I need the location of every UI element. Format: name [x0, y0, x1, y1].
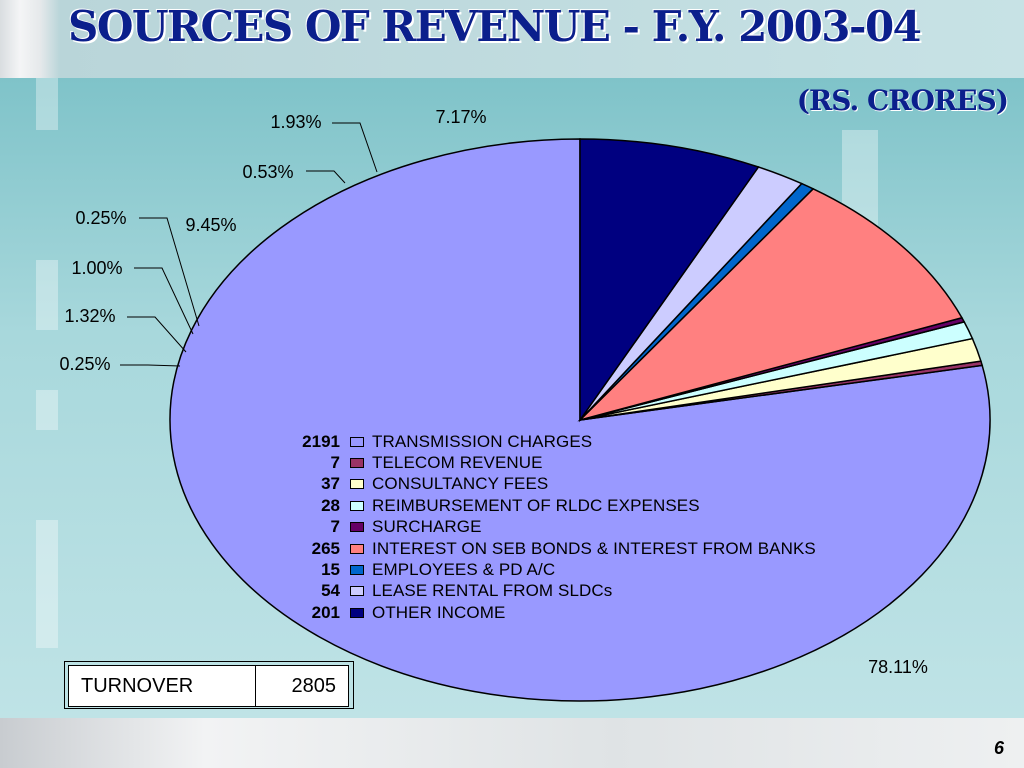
legend-swatch: [350, 500, 364, 511]
legend-row: 7 TELECOM REVENUE: [282, 452, 1002, 473]
legend-row: 201 OTHER INCOME: [282, 602, 1002, 623]
pie-slice-9: [579, 138, 760, 423]
legend-swatch: [350, 458, 364, 469]
bottom-band: [0, 718, 1024, 768]
background-strip: [36, 78, 58, 130]
legend-label: SURCHARGE: [372, 517, 482, 537]
percent-label-1: 78.11%: [868, 657, 928, 677]
legend-label: LEASE RENTAL FROM SLDCs: [372, 581, 613, 601]
background-strip: [36, 520, 58, 648]
percent-label-4: 1.00%: [71, 258, 122, 278]
legend-value: 265: [311, 538, 340, 558]
percent-label-2: 0.25%: [59, 354, 110, 374]
legend-swatch: [350, 543, 364, 554]
legend-row: 7 SURCHARGE: [282, 517, 1002, 538]
percent-label-8: 1.93%: [270, 112, 321, 132]
legend: 2191 TRANSMISSION CHARGES 7 TELECOM REVENUE…: [282, 431, 1002, 624]
legend-row: 28 REIMBURSEMENT OF RLDC EXPENSES: [282, 495, 1002, 516]
leader-line-4: [134, 267, 194, 335]
legend-label: CONSULTANCY FEES: [372, 474, 549, 494]
leader-line-2: [120, 364, 181, 367]
pie-slice-6: [577, 187, 964, 422]
legend-row: 265 INTEREST ON SEB BONDS & INTEREST FROM…: [282, 538, 1002, 559]
slide-title: SOURCES OF REVENUE - F.Y. 2003-04: [68, 2, 922, 51]
legend-swatch: [350, 436, 364, 447]
pie-slices: [169, 138, 991, 702]
turnover-label: TURNOVER: [68, 665, 256, 707]
legend-swatch: [350, 522, 364, 533]
turnover-value: 2805: [255, 665, 349, 707]
legend-value: 2191: [302, 431, 340, 451]
legend-label: TRANSMISSION CHARGES: [372, 431, 593, 451]
legend-label: INTEREST ON SEB BONDS & INTEREST FROM BA…: [372, 538, 816, 558]
turnover-frame: [64, 661, 354, 709]
legend-value: 15: [321, 560, 340, 580]
percent-label-5: 0.25%: [75, 208, 126, 228]
legend-label: TELECOM REVENUE: [372, 453, 543, 473]
legend-row: 2191 TRANSMISSION CHARGES: [282, 431, 1002, 452]
page-number: 6: [993, 738, 1004, 758]
legend-value: 201: [311, 602, 340, 622]
turnover-table: TURNOVER 2805: [68, 665, 349, 707]
leader-line-7: [306, 170, 346, 184]
percent-label-9: 7.17%: [435, 107, 486, 127]
legend-swatch: [350, 565, 364, 576]
pie-slice-1: [169, 138, 991, 702]
leader-line-8: [332, 122, 378, 173]
background-strip: [36, 260, 58, 330]
leader-line-3: [127, 316, 187, 353]
legend-row: 37 CONSULTANCY FEES: [282, 474, 1002, 495]
legend-label: REIMBURSEMENT OF RLDC EXPENSES: [372, 495, 700, 515]
legend-row: 54 LEASE RENTAL FROM SLDCs: [282, 581, 1002, 602]
percent-label-7: 0.53%: [242, 162, 293, 182]
percent-labels: 78.11% 0.25% 1.32% 1.00% 0.25% 9.45% 0.53% 1.93…: [59, 107, 927, 677]
units-label: (RS. CRORES): [796, 84, 1009, 117]
legend-value: 37: [321, 474, 340, 494]
legend-value: 7: [330, 517, 340, 537]
legend-value: 54: [321, 581, 340, 601]
legend-row: 15 EMPLOYEES & PD A/C: [282, 559, 1002, 580]
legend-swatch: [350, 479, 364, 490]
legend-label: OTHER INCOME: [372, 602, 506, 622]
leader-lines: [120, 122, 378, 367]
percent-label-6: 9.45%: [185, 215, 236, 235]
legend-value: 7: [330, 453, 340, 473]
legend-swatch: [350, 607, 364, 618]
percent-label-3: 1.32%: [64, 306, 115, 326]
leader-line-5: [139, 217, 200, 327]
legend-value: 28: [321, 495, 340, 515]
legend-swatch: [350, 586, 364, 597]
background-strip: [36, 390, 58, 430]
legend-label: EMPLOYEES & PD A/C: [372, 560, 556, 580]
